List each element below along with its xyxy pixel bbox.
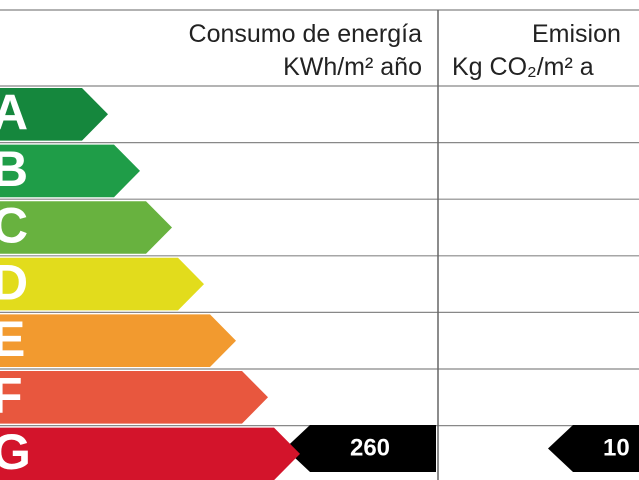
grade-bar	[0, 427, 300, 480]
consumption-unit: KWh/m² año	[283, 53, 422, 81]
emission-unit: Kg CO₂/m² a	[452, 53, 594, 81]
grade-letter: C	[0, 198, 28, 254]
emission-rating: 10	[603, 434, 630, 461]
grade-bar	[0, 257, 204, 311]
grade-bar	[0, 371, 268, 424]
grade-bar	[0, 88, 108, 141]
grade-letter: E	[0, 311, 25, 367]
grade-letter: D	[0, 254, 28, 310]
grade-bar	[0, 144, 140, 198]
emission-title: Emision	[532, 20, 621, 48]
grade-bar	[0, 201, 172, 254]
grade-letter: B	[0, 141, 28, 197]
grade-letter: G	[0, 424, 31, 480]
consumption-rating: 260	[350, 434, 390, 461]
consumption-rating-arrow	[285, 425, 436, 472]
grade-letter: F	[0, 368, 23, 424]
consumption-title: Consumo de energía	[189, 20, 423, 48]
emission-rating-arrow	[548, 425, 639, 472]
grade-bar	[0, 314, 236, 367]
grade-letter: A	[0, 85, 28, 141]
